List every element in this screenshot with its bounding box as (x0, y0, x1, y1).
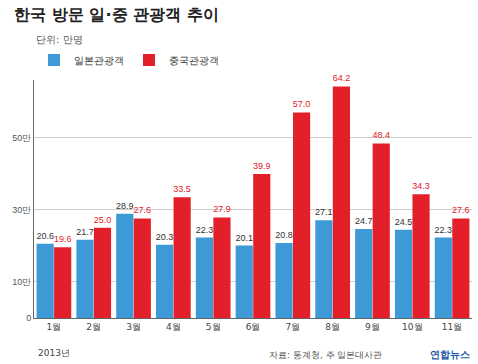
svg-text:6월: 6월 (246, 322, 261, 332)
svg-text:중국관광객: 중국관광객 (169, 55, 219, 66)
svg-text:27.1: 27.1 (315, 207, 333, 217)
svg-text:22.3: 22.3 (196, 225, 214, 235)
svg-text:24.7: 24.7 (355, 216, 373, 226)
svg-text:39.9: 39.9 (253, 161, 271, 171)
svg-text:27.9: 27.9 (213, 204, 231, 214)
svg-text:10만: 10만 (12, 277, 31, 287)
svg-text:50만: 50만 (12, 133, 31, 143)
svg-text:4월: 4월 (166, 322, 181, 332)
svg-text:3월: 3월 (126, 322, 141, 332)
svg-text:20.3: 20.3 (156, 232, 174, 242)
svg-text:25.0: 25.0 (94, 215, 112, 225)
svg-text:20.1: 20.1 (235, 233, 253, 243)
svg-text:30만: 30만 (12, 205, 31, 215)
svg-text:9월: 9월 (365, 322, 380, 332)
svg-text:21.7: 21.7 (76, 227, 94, 237)
svg-text:자료: 통계청, 주 일본대사관: 자료: 통계청, 주 일본대사관 (269, 350, 382, 360)
svg-text:20.8: 20.8 (275, 230, 293, 240)
svg-text:64.2: 64.2 (333, 73, 351, 83)
svg-text:28.9: 28.9 (116, 201, 134, 211)
svg-text:27.6: 27.6 (452, 205, 470, 215)
svg-text:10월: 10월 (402, 322, 422, 332)
svg-text:2월: 2월 (86, 322, 101, 332)
svg-text:0: 0 (26, 313, 31, 323)
svg-text:19.6: 19.6 (54, 234, 72, 244)
svg-text:34.3: 34.3 (412, 181, 430, 191)
svg-text:5월: 5월 (206, 322, 221, 332)
svg-text:연합뉴스: 연합뉴스 (430, 349, 470, 360)
svg-text:24.5: 24.5 (395, 217, 413, 227)
svg-text:2013년: 2013년 (38, 348, 70, 358)
svg-text:한국 방문 일·중 관광객 추이: 한국 방문 일·중 관광객 추이 (14, 5, 218, 24)
svg-text:27.6: 27.6 (134, 205, 152, 215)
svg-text:48.4: 48.4 (372, 130, 390, 140)
svg-text:단위: 만명: 단위: 만명 (36, 34, 83, 45)
svg-text:20.6: 20.6 (36, 231, 54, 241)
svg-text:11월: 11월 (442, 322, 462, 332)
svg-text:7월: 7월 (285, 322, 300, 332)
svg-text:8월: 8월 (325, 322, 340, 332)
svg-text:22.3: 22.3 (435, 225, 453, 235)
svg-text:일본관광객: 일본관광객 (74, 55, 124, 66)
svg-text:57.0: 57.0 (293, 99, 311, 109)
svg-text:33.5: 33.5 (173, 184, 191, 194)
svg-text:1월: 1월 (47, 322, 62, 332)
